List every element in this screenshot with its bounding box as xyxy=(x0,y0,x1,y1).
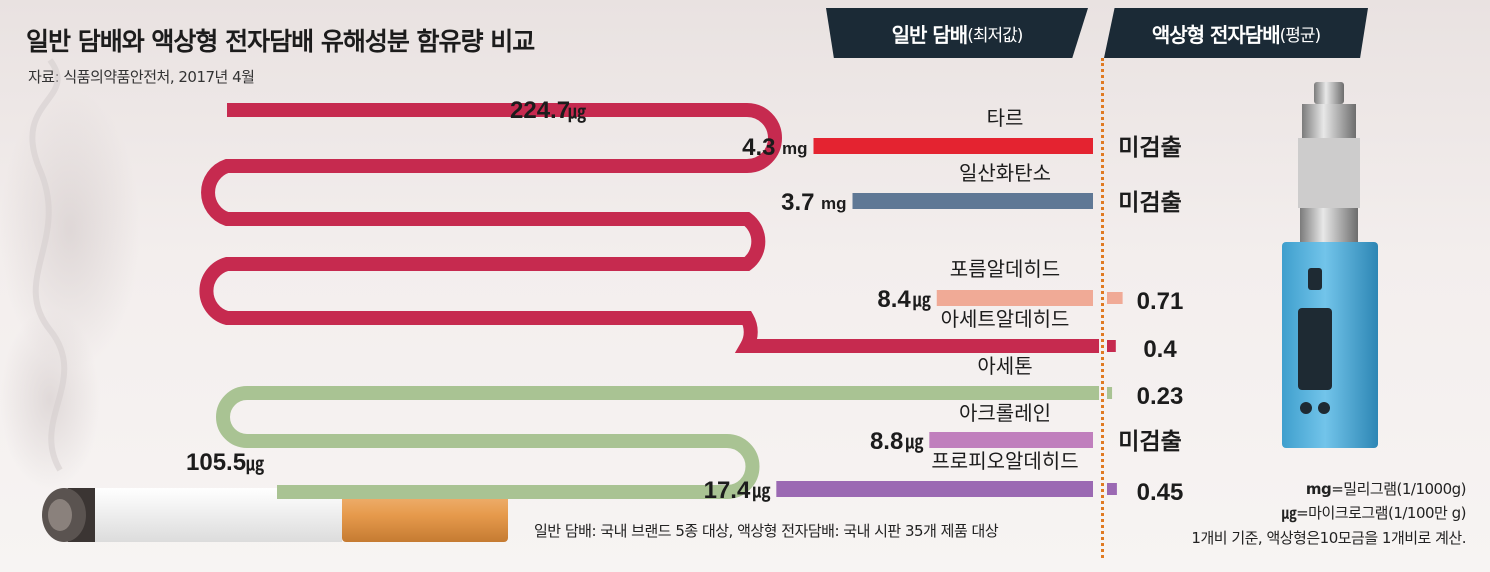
unit-ug-note: ㎍=마이크로그램(1/100만 g) xyxy=(1281,502,1467,523)
bar-regular-4 xyxy=(216,386,1099,499)
category-label-6: 프로피오알데히드 xyxy=(931,449,1078,473)
value-label-regular-3: 224.7 xyxy=(510,97,570,124)
bar-e-cig-2 xyxy=(1107,292,1123,304)
unit-label-regular-1: mg xyxy=(821,194,847,213)
bar-regular-6 xyxy=(776,481,1093,497)
category-label-3: 아세트알데히드 xyxy=(941,307,1070,331)
value-label-e-cig-5: 미검출 xyxy=(1118,429,1181,455)
chart-source: 자료: 식품의약품안전처, 2017년 4월 xyxy=(28,68,255,86)
header-e-cig-sub: (평균) xyxy=(1279,25,1322,46)
bar-e-cig-4 xyxy=(1107,387,1113,399)
value-label-regular-5: 8.8 xyxy=(870,428,903,455)
value-label-e-cig-3: 0.4 xyxy=(1143,336,1177,363)
header-e-cig-label: 액상형 전자담배 xyxy=(1151,22,1281,47)
bar-regular-0 xyxy=(813,138,1093,154)
sample-basis-note: 일반 담배: 국내 브랜드 5종 대상, 액상형 전자담배: 국내 시판 35개… xyxy=(534,522,999,540)
value-label-e-cig-4: 0.23 xyxy=(1137,383,1184,410)
puff-basis-note: 1개비 기준, 액상형은10모금을 1개비로 계산. xyxy=(1191,529,1466,547)
header-regular-sub: (최저값) xyxy=(967,25,1023,46)
unit-mg-key: mg xyxy=(1305,480,1332,498)
category-label-2: 포름알데히드 xyxy=(950,257,1060,281)
unit-mg-note: mg=밀리그램(1/1000g) xyxy=(1305,478,1467,499)
unit-label-regular-3: ㎍ xyxy=(568,102,586,124)
unit-ug-key: ㎍ xyxy=(1281,504,1297,522)
bar-regular-3 xyxy=(199,103,1099,353)
unit-label-regular-4: ㎍ xyxy=(246,454,264,476)
bar-e-cig-6 xyxy=(1107,483,1117,495)
value-label-e-cig-0: 미검출 xyxy=(1118,135,1181,161)
unit-label-regular-0: mg xyxy=(782,139,808,158)
category-label-0: 타르 xyxy=(987,106,1024,130)
category-label-1: 일산화탄소 xyxy=(959,161,1051,185)
unit-label-regular-6: ㎍ xyxy=(752,481,770,503)
value-label-e-cig-6: 0.45 xyxy=(1137,479,1184,506)
category-label-5: 아크롤레인 xyxy=(959,401,1051,425)
center-divider xyxy=(1101,58,1104,558)
bar-regular-2 xyxy=(936,290,1093,306)
category-label-4: 아세톤 xyxy=(977,354,1032,378)
e-cigarette-illustration xyxy=(1282,82,1378,448)
unit-label-regular-2: ㎍ xyxy=(913,290,931,312)
value-label-e-cig-2: 0.71 xyxy=(1137,288,1184,315)
header-regular-label: 일반 담배 xyxy=(891,22,969,47)
value-label-regular-2: 8.4 xyxy=(877,286,911,313)
chart-title: 일반 담배와 액상형 전자담배 유해성분 함유량 비교 xyxy=(26,27,535,56)
header-regular-cigarette: 일반 담배 (최저값) xyxy=(826,8,1088,58)
unit-mg-def: =밀리그램(1/1000g) xyxy=(1331,480,1466,498)
bar-regular-1 xyxy=(852,193,1093,209)
unit-ug-def: =마이크로그램(1/100만 g) xyxy=(1296,504,1466,522)
value-label-e-cig-1: 미검출 xyxy=(1118,190,1181,216)
value-label-regular-1: 3.7 xyxy=(781,189,814,216)
bar-e-cig-3 xyxy=(1107,340,1116,352)
value-label-regular-4: 105.5 xyxy=(186,449,246,476)
header-e-cigarette: 액상형 전자담배 (평균) xyxy=(1104,8,1368,58)
value-label-regular-0: 4.3 xyxy=(742,134,775,161)
bar-regular-5 xyxy=(929,432,1093,448)
value-label-regular-6: 17.4 xyxy=(704,477,751,504)
smoke-decoration xyxy=(0,58,140,490)
unit-label-regular-5: ㎍ xyxy=(905,432,923,454)
